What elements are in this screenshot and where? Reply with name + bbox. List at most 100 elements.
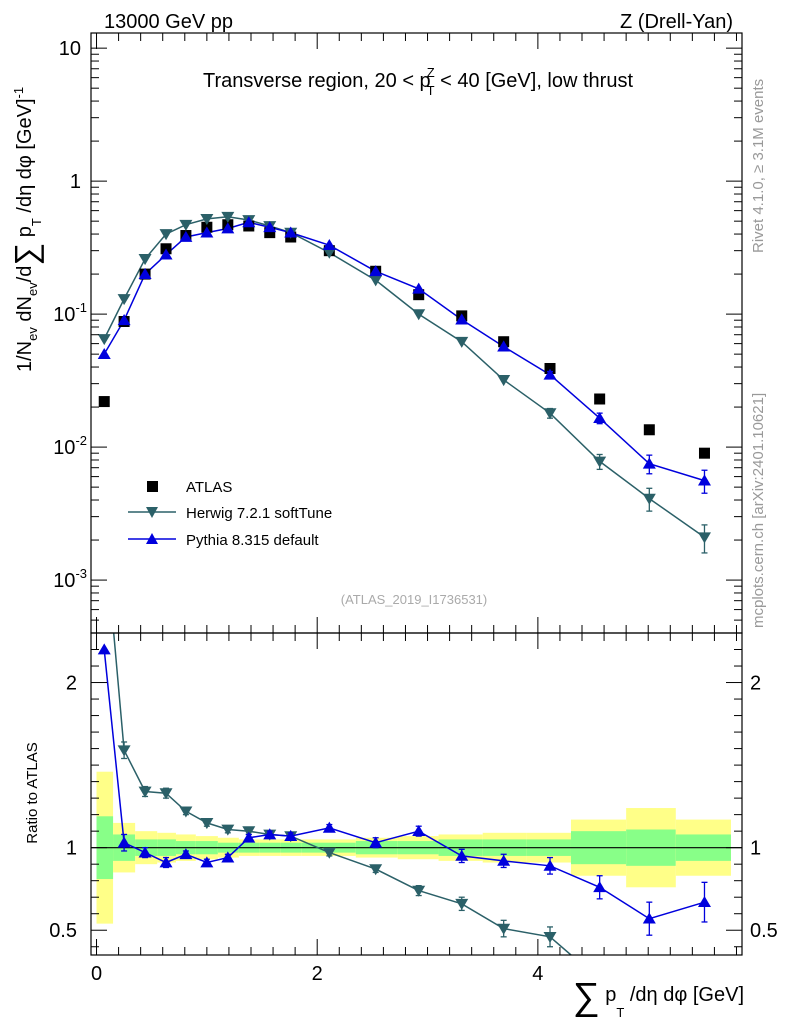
main-point-data [413, 289, 425, 301]
main-point-data [98, 396, 110, 408]
process-label: Z (Drell-Yan) [620, 11, 733, 33]
main-point-pythia [221, 222, 235, 234]
ratio-frame [90, 632, 743, 956]
ratio-panel: 0.5 0.5 1 1 2 2 0 2 4 Ratio to ATLAS ∑ pT /dη d… [24, 632, 778, 1020]
legend-marker-herwig [146, 507, 158, 518]
ratio-point-herwig [117, 745, 131, 757]
rivet-label: Rivet 4.1.0, ≥ 3.1M events [750, 79, 767, 253]
main-point-herwig [497, 375, 511, 387]
ratio-point-pythia [284, 829, 298, 841]
main-point-pythia [369, 265, 383, 277]
ylabel-d: p [14, 226, 36, 243]
title-sub: T [427, 83, 435, 98]
main-point-pythia [138, 267, 152, 279]
main-point-pythia [284, 226, 298, 238]
ratio-point-pythia [697, 895, 711, 908]
xlabel-rest: /dη dφ [GeV] [624, 984, 744, 1006]
main-point-pythia [642, 457, 656, 469]
plot-title: Transverse region, 20 < pZ T < 40 [GeV], … [203, 65, 633, 98]
main-y-tick-label: 10-2 [53, 433, 87, 459]
ratio-point-pythia [200, 856, 214, 868]
ylabel-c: /d [14, 266, 36, 283]
main-point-data [643, 424, 655, 436]
analysis-watermark: (ATLAS_2019_I1736531) [341, 592, 487, 607]
ratio-point-pythia [543, 859, 557, 871]
main-x-ticks [96, 33, 737, 633]
main-point-pythia [200, 226, 214, 238]
main-point-herwig [117, 294, 131, 306]
ratio-point-pythia [412, 824, 426, 837]
main-point-herwig [159, 229, 173, 241]
energy-label: 13000 GeV pp [104, 11, 233, 33]
main-point-herwig [179, 219, 193, 231]
main-line-pythia [103, 221, 705, 482]
ratio-point-herwig [138, 786, 152, 798]
main-point-herwig [221, 211, 235, 223]
main-point-herwig [200, 214, 214, 226]
ratio-y-tick-label-left: 2 [66, 673, 77, 695]
main-point-pythia [322, 238, 336, 251]
legend-marker-atlas [147, 481, 158, 492]
ratio-point-pythia [117, 836, 131, 848]
ratio-series-herwig [112, 633, 572, 955]
ratio-plot-content [91, 633, 742, 955]
xlabel-sum: ∑ [573, 976, 600, 1018]
legend-marker-pythia [146, 533, 158, 544]
main-y-axis-title: 1/Nev dNev/d∑ pT /dη dφ [GeV]-1 [8, 87, 44, 372]
ylabel-a-sub: ev [25, 327, 40, 341]
ratio-y-tick-label-left: 0.5 [49, 920, 77, 942]
main-point-pythia [159, 248, 173, 260]
ratio-point-pythia [159, 856, 173, 868]
ratio-point-pythia [593, 881, 607, 893]
ratio-point-pythia [242, 831, 256, 843]
ratio-line-herwig [112, 633, 572, 955]
main-point-data [594, 393, 606, 405]
ratio-point-pythia [455, 849, 469, 861]
ylabel-d-sub: T [29, 218, 44, 226]
main-point-pythia [697, 474, 711, 486]
ratio-point-pythia [138, 846, 152, 858]
xlabel-p: p [600, 984, 617, 1006]
title-text-pre: Transverse region, 20 < p [203, 70, 431, 92]
mcplots-label: mcplots.cern.ch [arXiv:2401.10621] [750, 393, 767, 628]
ratio-point-herwig [159, 788, 173, 800]
main-point-pythia [263, 221, 277, 233]
ratio-y-ticks: 0.5 0.5 1 1 2 2 [49, 632, 778, 948]
main-y-tick-label: 10 [59, 38, 81, 60]
ylabel-sum: ∑ [8, 243, 44, 266]
title-text-post: < 40 [GeV], low thrust [435, 70, 634, 92]
main-plot-content [97, 211, 711, 554]
main-y-tick-base: 10 [53, 437, 75, 459]
ratio-point-pythia [369, 836, 383, 848]
ratio-point-herwig [497, 923, 511, 935]
main-point-herwig [593, 456, 607, 468]
ratio-point-pythia [179, 848, 193, 860]
main-y-tick-exp: -2 [75, 433, 87, 448]
ratio-point-pythia [497, 854, 511, 866]
ratio-y-axis-title: Ratio to ATLAS [24, 742, 41, 843]
main-point-herwig [369, 275, 383, 287]
main-point-herwig [322, 247, 336, 259]
main-point-data [264, 227, 276, 239]
xlabel-p-sub: T [616, 1005, 624, 1020]
main-point-data [698, 447, 710, 459]
legend-label-pythia: Pythia 8.315 default [186, 532, 319, 549]
ylabel-b-sub: ev [25, 282, 40, 296]
main-point-herwig [412, 309, 426, 321]
ratio-point-herwig [455, 898, 469, 910]
main-point-herwig [138, 254, 152, 266]
main-point-pythia [179, 230, 193, 242]
ratio-y-tick-label-right: 1 [750, 838, 761, 860]
ratio-point-herwig [543, 931, 557, 944]
main-point-herwig [543, 408, 557, 420]
main-point-herwig [642, 493, 656, 505]
ratio-series-pythia [97, 643, 711, 936]
main-y-tick-label: 10-1 [53, 300, 87, 326]
x-axis-title: ∑ pT /dη dφ [GeV] [573, 976, 744, 1020]
main-point-herwig [697, 532, 711, 544]
main-y-tick-label: 1 [70, 171, 81, 193]
ratio-point-herwig [221, 824, 235, 836]
main-point-herwig [97, 334, 111, 346]
